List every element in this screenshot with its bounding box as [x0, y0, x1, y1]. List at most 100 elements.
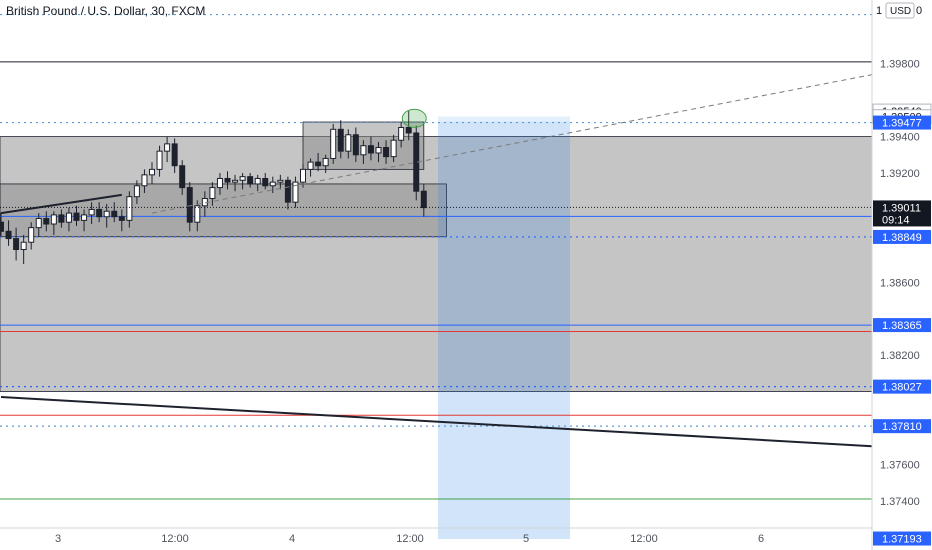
- candle-body: [111, 210, 118, 218]
- price-label-value: 1.38027: [882, 382, 922, 394]
- price-tick-label: 1.38200: [880, 350, 920, 362]
- price-label-box: [873, 229, 931, 244]
- current-price-label: 1.39011: [882, 202, 921, 214]
- candle-body: [284, 179, 291, 203]
- trend-line-1: [0, 396, 873, 448]
- candle-body: [58, 214, 65, 223]
- projection-zone-top: [438, 116, 570, 122]
- candle-body: [322, 157, 329, 167]
- candlestick-series: [0, 111, 427, 265]
- time-tick-label: 3: [55, 533, 61, 545]
- price-label-value: 1.37193: [882, 534, 922, 546]
- zone-rect-1: [0, 183, 447, 238]
- price-label-box: [873, 419, 931, 434]
- zone-rect-0: [0, 136, 873, 392]
- candle-body: [375, 147, 382, 154]
- trend-line-0: [0, 193, 122, 215]
- time-tick-label: 5: [523, 533, 529, 545]
- candle-body: [5, 230, 12, 240]
- currency-box: [885, 2, 915, 19]
- candle-body: [209, 187, 216, 200]
- candle-body: [292, 181, 299, 203]
- candle-body: [277, 179, 284, 183]
- price-tick-label: 1.38600: [880, 277, 920, 289]
- candle-body: [194, 205, 201, 223]
- countdown-label: 09:14: [882, 214, 910, 226]
- candle-body: [360, 145, 367, 156]
- price-tick-label: 1.39200: [880, 168, 920, 180]
- price-tick-label: 1.37400: [880, 496, 920, 508]
- symbol-title[interactable]: British Pound / U.S. Dollar, 30, FXCM: [6, 4, 206, 18]
- zero-label: 0: [916, 5, 922, 17]
- candle-body: [156, 150, 163, 170]
- candle-body: [247, 176, 254, 185]
- candle-body: [352, 134, 359, 156]
- candle-body: [65, 212, 72, 223]
- candle-body: [81, 214, 88, 221]
- time-tick-label: 6: [758, 533, 764, 545]
- candle-body: [239, 176, 246, 181]
- candle-body: [232, 179, 239, 183]
- price-tick-label: 1.37600: [880, 459, 920, 471]
- projection-zone: [438, 116, 570, 540]
- time-tick-label: 12:00: [161, 533, 189, 545]
- time-tick-label: 12:00: [396, 533, 424, 545]
- price-tick-label: 1.39800: [880, 59, 920, 71]
- candle-body: [179, 165, 186, 189]
- candle-body: [262, 177, 269, 187]
- currency-label: USD: [890, 6, 911, 17]
- price-label-box: [873, 318, 931, 333]
- candle-body: [383, 147, 390, 158]
- candle-body: [405, 126, 412, 134]
- price-label-value: 1.37810: [882, 421, 922, 433]
- candle-body: [103, 210, 110, 218]
- candle-body: [149, 168, 155, 176]
- candle-body: [141, 174, 148, 187]
- candle-body: [28, 227, 35, 243]
- candle-body: [330, 128, 337, 159]
- price-label-value: 1.38849: [882, 232, 922, 244]
- candle-body: [367, 145, 374, 154]
- candle-body: [35, 218, 42, 229]
- foreground-drawings: [0, 74, 873, 448]
- candle-body: [390, 139, 397, 158]
- candle-body: [216, 177, 223, 189]
- price-label-value: 1.38365: [882, 320, 922, 332]
- candle-body: [0, 221, 4, 232]
- price-axis[interactable]: 1.39800 1.39400 1.39200 1.38600 1.38200 1.376…: [871, 0, 932, 550]
- candle-body: [50, 214, 57, 225]
- candle-body: [96, 208, 103, 218]
- price-label-box: [873, 379, 931, 394]
- candle-body: [300, 168, 306, 183]
- axis-menu-value: 1: [876, 5, 882, 17]
- candle-body: [88, 208, 95, 216]
- swing-high-marker: [401, 108, 427, 128]
- candle-body: [420, 190, 427, 209]
- candle-body: [269, 181, 276, 187]
- price-tick-label: 1.39400: [880, 132, 920, 144]
- candle-body: [13, 238, 20, 251]
- candle-body: [118, 216, 125, 221]
- candle-body: [164, 143, 171, 152]
- candle-body: [126, 196, 133, 221]
- candle-body: [315, 161, 322, 167]
- time-axis[interactable]: 3 12:00 4 12:00 5 12:00 6: [0, 527, 872, 545]
- time-tick-label: 4: [289, 533, 295, 545]
- current-price-box: [873, 200, 931, 227]
- candle-body: [171, 143, 178, 167]
- candle-body: [133, 185, 140, 198]
- candle-body: [254, 177, 261, 185]
- price-label-box: [873, 531, 931, 546]
- candle-body: [307, 161, 314, 170]
- candle-body: [20, 241, 27, 251]
- candle-body: [43, 218, 50, 225]
- candle-body: [398, 126, 405, 141]
- price-label-value: 1.39477: [882, 118, 922, 130]
- candle-body: [186, 187, 193, 223]
- price-label-box: [873, 115, 931, 130]
- axis-menu-box: [873, 3, 881, 17]
- time-tick-label: 12:00: [630, 533, 658, 545]
- candle-body: [345, 134, 352, 152]
- candle-body: [73, 212, 80, 221]
